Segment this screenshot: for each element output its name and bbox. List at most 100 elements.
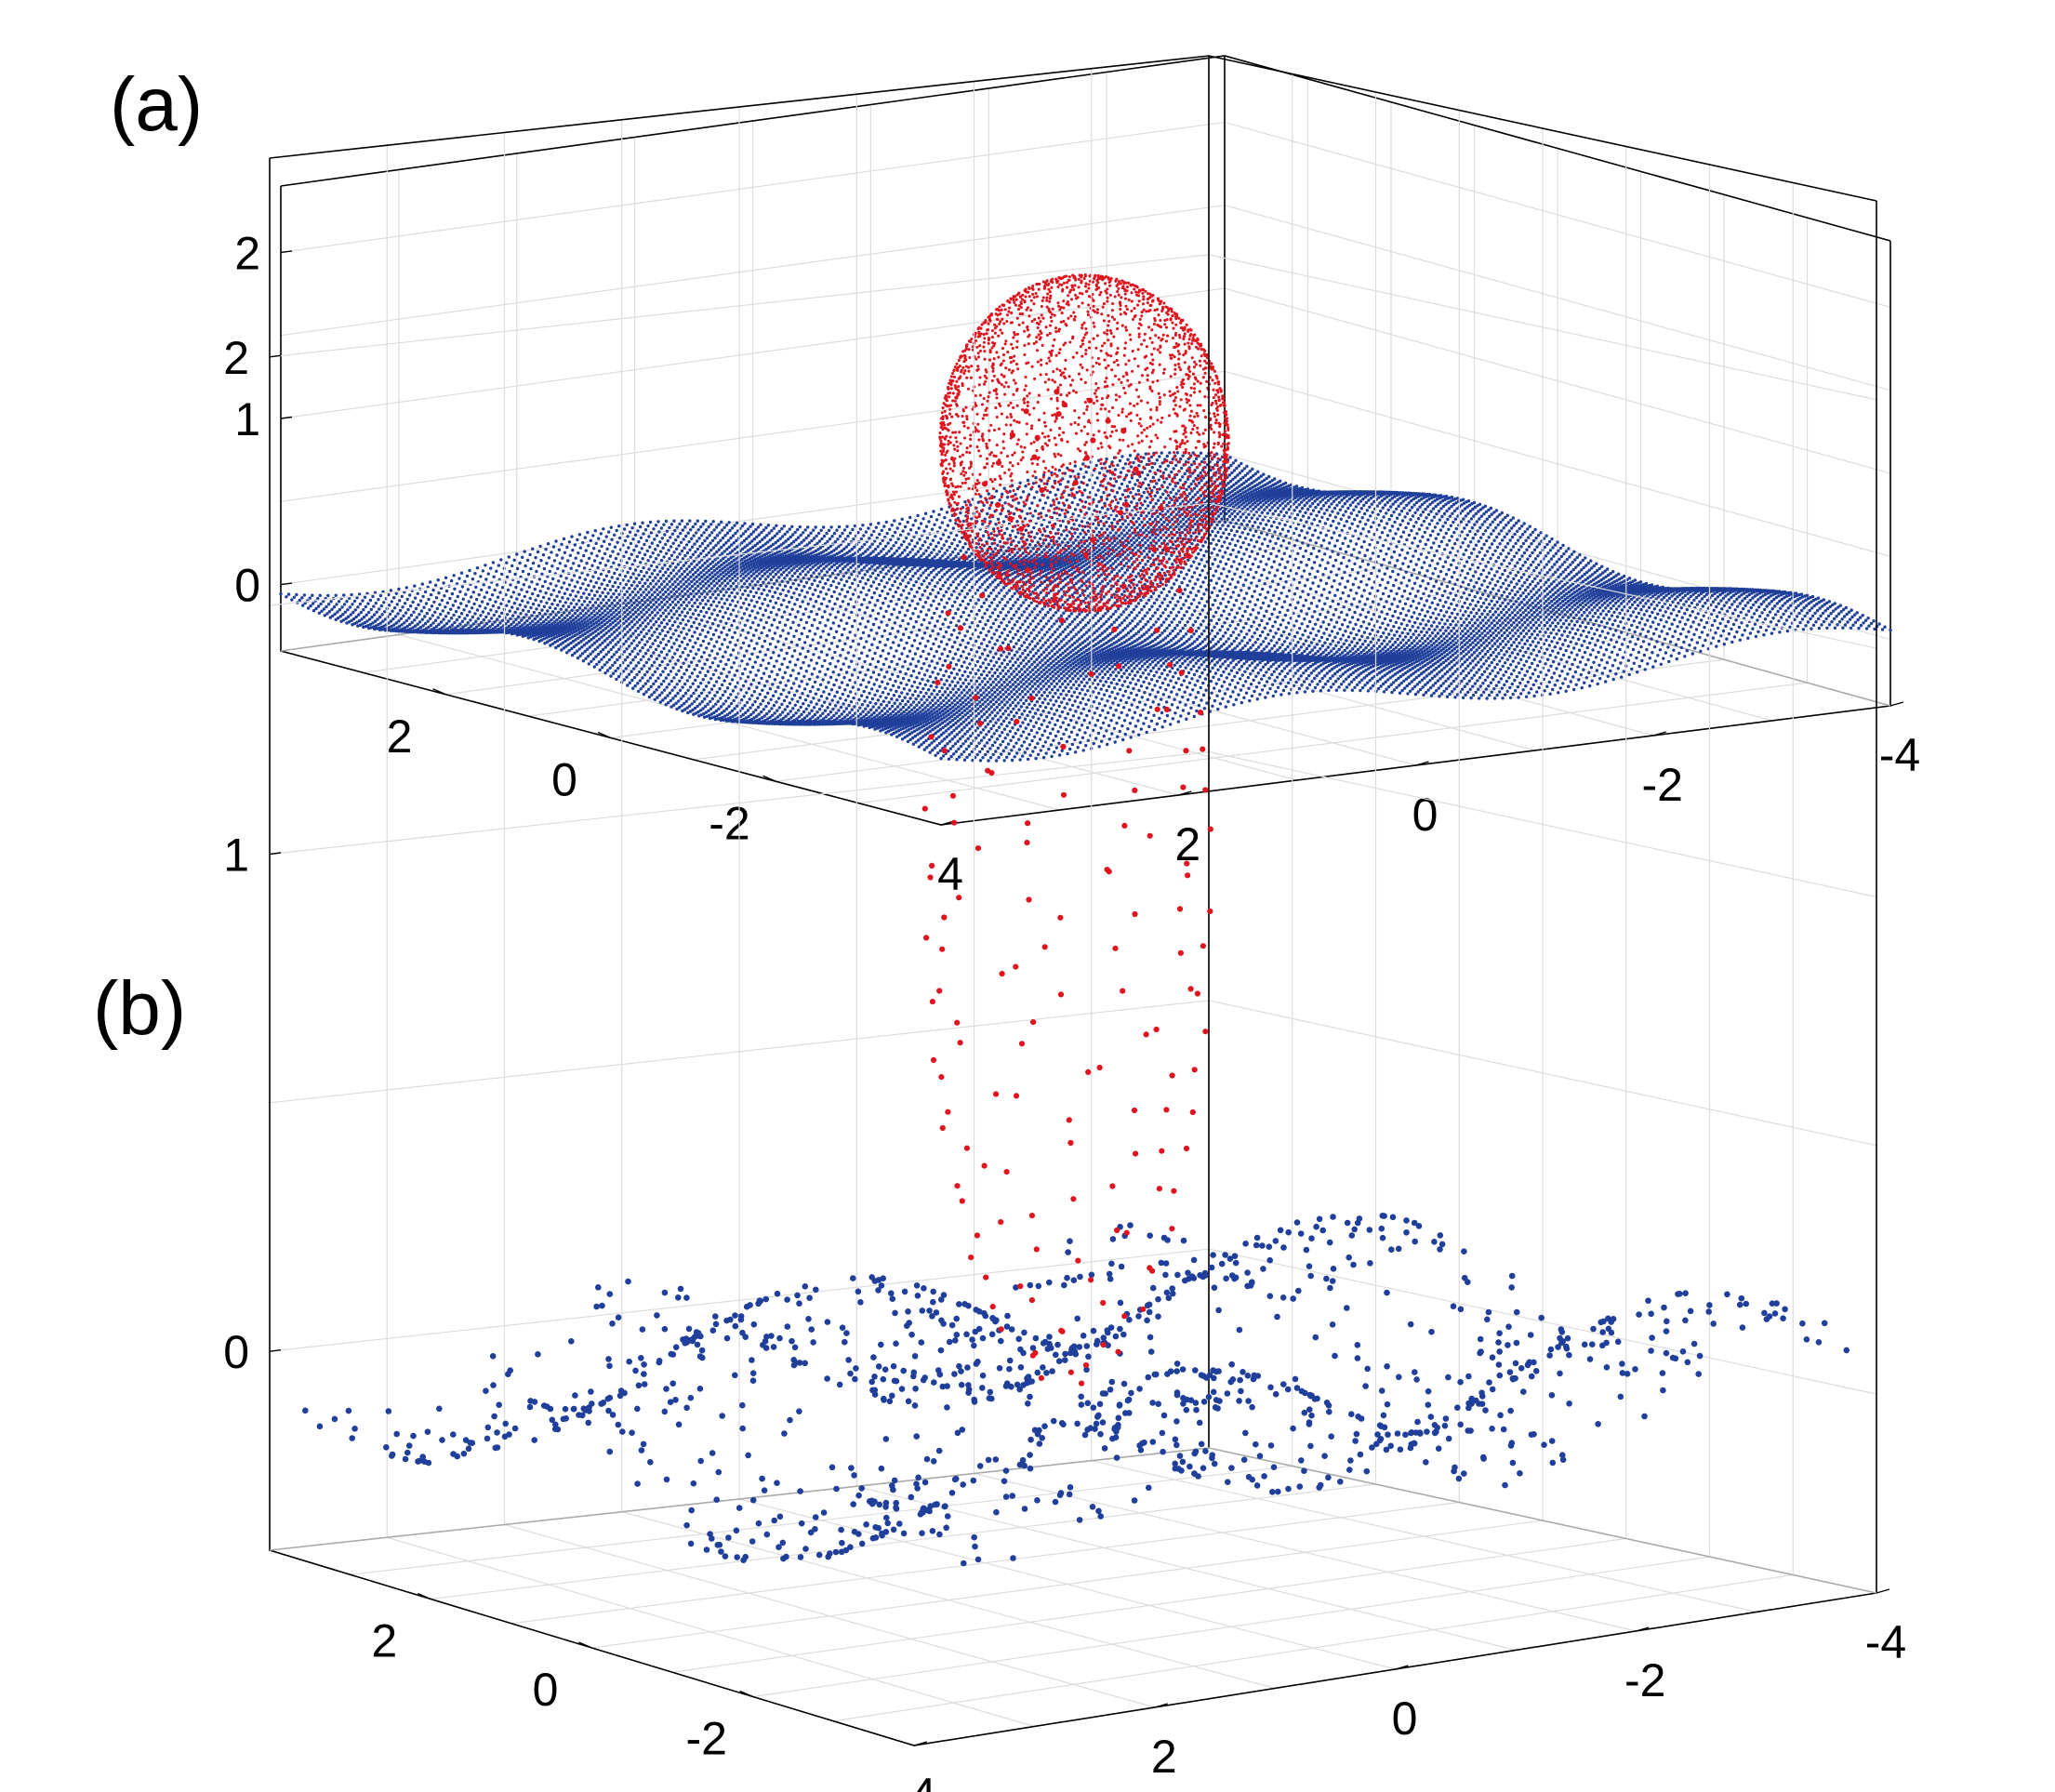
surface-point	[1428, 634, 1431, 637]
surface-point	[1177, 677, 1180, 680]
surface-point	[1453, 687, 1456, 690]
surface-point	[1289, 670, 1292, 672]
surface-point	[1564, 613, 1567, 616]
surface-point	[1522, 598, 1525, 601]
surface-point	[1478, 668, 1480, 670]
surface-point	[1034, 746, 1037, 749]
surface-point	[962, 705, 965, 708]
surface-point	[956, 701, 959, 704]
surface-point	[1229, 661, 1232, 664]
surface-point	[1531, 596, 1533, 599]
surface-point	[1054, 677, 1057, 680]
surface-point	[1418, 681, 1421, 684]
surface-point	[1319, 680, 1321, 683]
surface-point	[1085, 714, 1088, 717]
surface-point	[1813, 612, 1816, 615]
surface-point	[886, 710, 889, 712]
surface-point	[1491, 606, 1493, 609]
surface-point	[1078, 716, 1081, 719]
surface-point	[1727, 620, 1730, 623]
surface-point	[1796, 625, 1799, 628]
surface-point	[1028, 670, 1031, 673]
surface-point	[1512, 641, 1515, 644]
surface-point	[1076, 671, 1079, 674]
surface-point	[1046, 695, 1049, 697]
surface-point	[1012, 736, 1014, 738]
surface-point	[1569, 608, 1571, 611]
surface-point	[1050, 666, 1053, 669]
surface-point	[1552, 628, 1555, 631]
surface-point	[1591, 615, 1594, 617]
surface-point	[1033, 683, 1036, 685]
surface-point	[1589, 618, 1592, 621]
surface-point	[1501, 697, 1504, 699]
surface-point	[1469, 697, 1472, 699]
surface-point	[989, 727, 992, 730]
surface-point	[1565, 619, 1568, 622]
surface-point	[1187, 712, 1190, 715]
surface-point	[1221, 684, 1224, 687]
surface-point	[1818, 627, 1821, 630]
surface-point	[1018, 758, 1021, 761]
surface-point	[952, 694, 955, 697]
surface-point	[1641, 628, 1644, 631]
surface-point	[1609, 602, 1611, 604]
surface-point	[1117, 704, 1120, 707]
surface-point	[1576, 666, 1579, 669]
surface-point	[1264, 663, 1266, 666]
surface-point	[1005, 678, 1008, 681]
surface-point	[1134, 724, 1137, 727]
surface-point	[1199, 675, 1201, 678]
surface-point	[1631, 604, 1634, 606]
surface-point	[1093, 700, 1095, 703]
surface-point	[934, 747, 936, 750]
surface-point	[1470, 677, 1473, 680]
surface-point	[1597, 616, 1599, 618]
surface-point	[1017, 709, 1020, 711]
surface-point	[1562, 622, 1565, 625]
surface-point	[1184, 659, 1187, 662]
surface-point	[1559, 658, 1562, 661]
surface-point	[1545, 621, 1548, 624]
surface-point	[1134, 683, 1137, 685]
surface-point	[1548, 591, 1551, 593]
surface-point	[1672, 608, 1675, 611]
surface-point	[993, 741, 996, 744]
surface-point	[1011, 759, 1014, 762]
surface-point	[988, 696, 991, 698]
surface-point	[1722, 630, 1725, 632]
surface-point	[1008, 698, 1011, 701]
surface-point	[1548, 681, 1551, 684]
surface-point	[1369, 679, 1372, 682]
surface-point	[1565, 690, 1568, 693]
surface-point	[1052, 659, 1054, 662]
surface-point	[1230, 669, 1233, 671]
surface-point	[1512, 621, 1515, 624]
surface-point	[1601, 604, 1604, 606]
surface-point	[1026, 668, 1028, 670]
surface-point	[954, 703, 957, 706]
surface-point	[923, 706, 926, 709]
surface-point	[1116, 692, 1119, 695]
surface-point	[1193, 715, 1196, 718]
surface-point	[1446, 670, 1449, 673]
surface-point	[1012, 683, 1014, 685]
surface-point	[1495, 655, 1498, 657]
surface-point	[1167, 684, 1170, 686]
surface-point	[1423, 634, 1425, 637]
surface-point	[1425, 631, 1428, 633]
surface-point	[1117, 671, 1120, 674]
surface-point	[1485, 659, 1488, 662]
surface-point	[1044, 740, 1047, 743]
surface-point	[949, 747, 952, 750]
surface-point	[1644, 668, 1647, 670]
surface-point	[1675, 644, 1677, 646]
surface-point	[1518, 671, 1520, 674]
surface-point	[989, 700, 992, 703]
surface-point	[1351, 689, 1354, 692]
surface-point	[1064, 717, 1067, 720]
surface-point	[1555, 667, 1558, 670]
surface-point	[1215, 695, 1218, 697]
surface-point	[986, 741, 988, 744]
surface-point	[1020, 668, 1023, 670]
